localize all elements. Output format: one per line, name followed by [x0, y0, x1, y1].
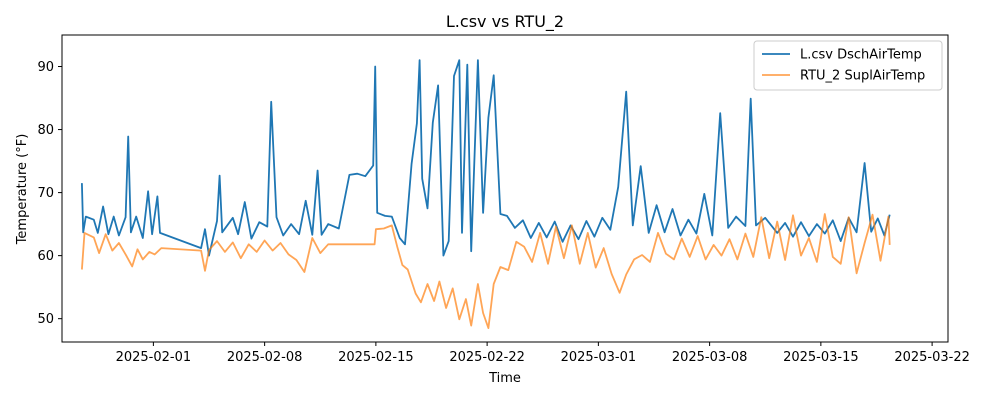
- y-tick-label: 80: [37, 123, 54, 138]
- plot-area-frame: [61, 34, 949, 343]
- x-tick-label: 2025-02-22: [449, 350, 525, 365]
- y-tick-label: 50: [37, 312, 54, 327]
- plot-series-group: [81, 59, 891, 329]
- legend-label-rtu-2: RTU_2 SuplAirTemp: [800, 69, 925, 84]
- x-axis-title: Time: [488, 371, 521, 386]
- x-tick-label: 2025-02-15: [338, 350, 414, 365]
- chart-title: L.csv vs RTU_2: [446, 12, 564, 32]
- x-tick-label: 2025-03-15: [783, 350, 859, 365]
- y-axis: 50 60 70 80 90: [37, 60, 62, 327]
- y-tick-label: 70: [37, 186, 54, 201]
- legend: L.csv DschAirTemp RTU_2 SuplAirTemp: [753, 40, 943, 91]
- x-tick-label: 2025-03-22: [894, 350, 970, 365]
- x-tick-label: 2025-03-01: [561, 350, 637, 365]
- x-tick-label: 2025-02-08: [227, 350, 303, 365]
- x-tick-label: 2025-03-08: [672, 350, 748, 365]
- x-axis: 2025-02-01 2025-02-08 2025-02-15 2025-02-22…: [116, 342, 970, 365]
- y-tick-label: 60: [37, 249, 54, 264]
- legend-box: [753, 40, 943, 91]
- x-tick-label: 2025-02-01: [116, 350, 192, 365]
- y-tick-label: 90: [37, 60, 54, 75]
- y-axis-title: Temperature (°F): [15, 134, 30, 246]
- series-line-rtu-2-suplairtemp: [81, 213, 891, 329]
- legend-label-l-csv: L.csv DschAirTemp: [800, 48, 922, 63]
